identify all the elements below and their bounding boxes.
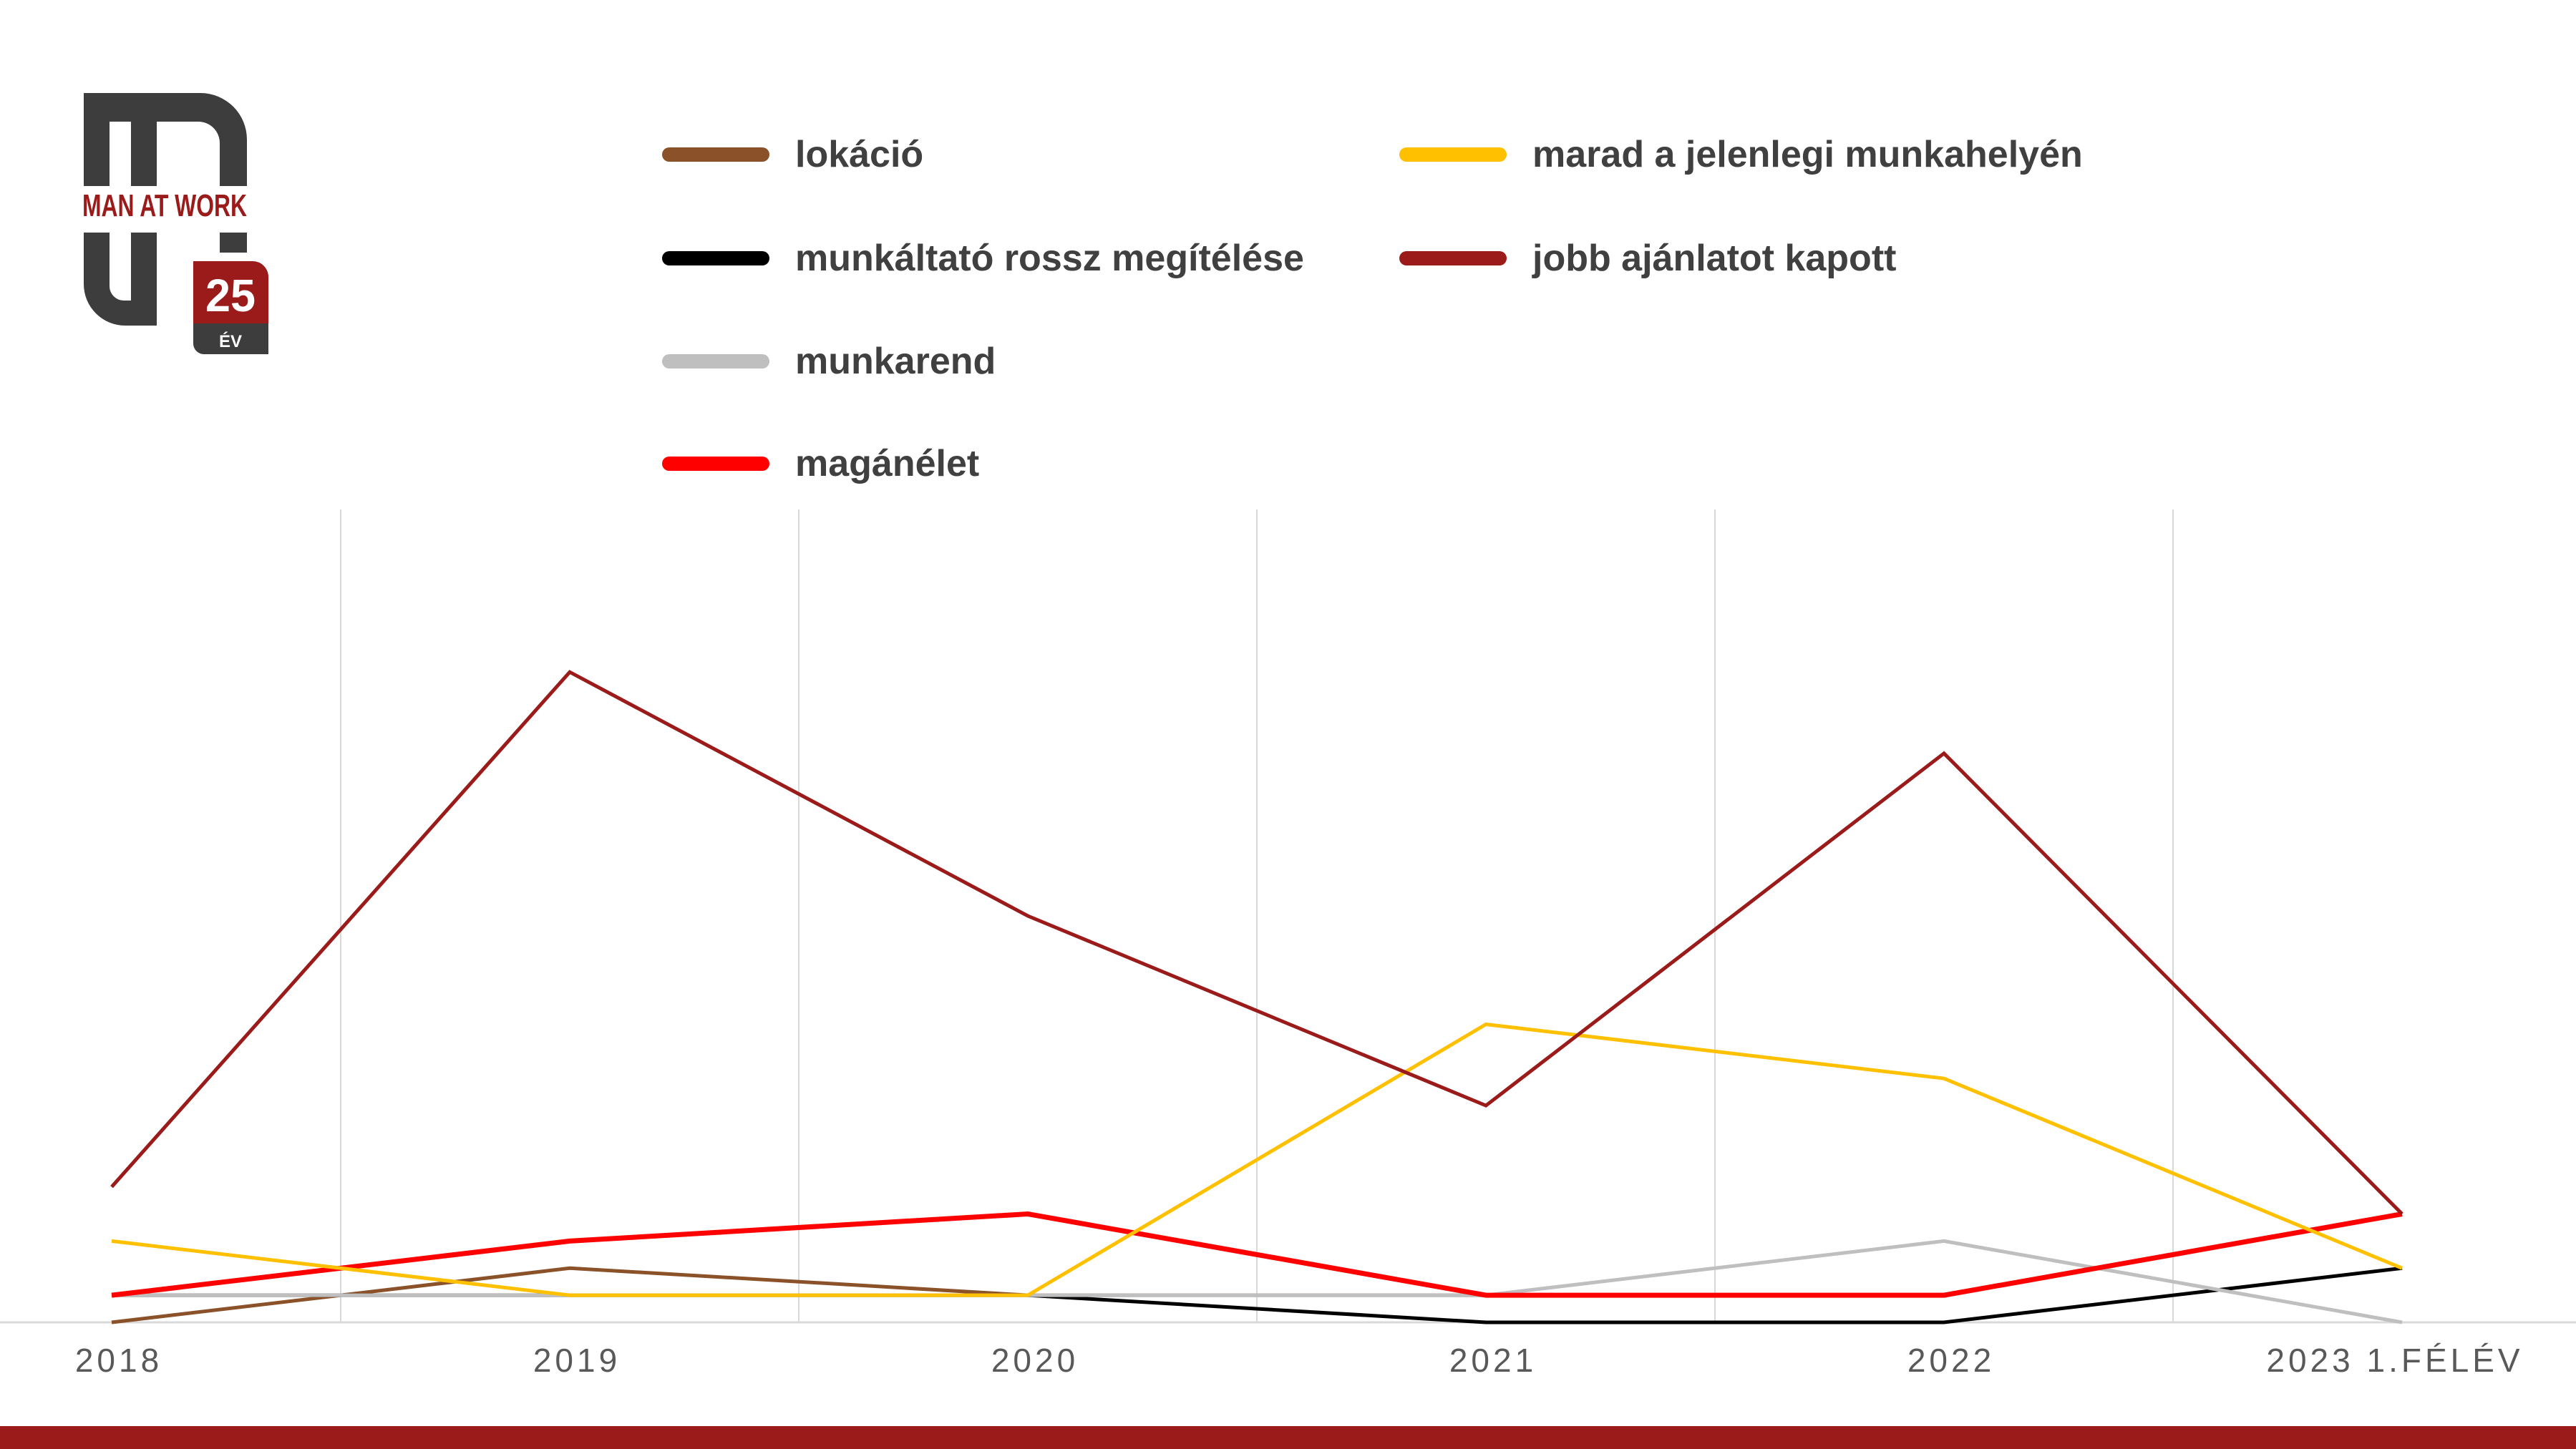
legend-label: munkáltató rossz megítélése	[795, 238, 1304, 279]
legend-label: marad a jelenlegi munkahelyén	[1532, 134, 2083, 175]
x-tick-label: 2023 1.FÉLÉV	[2266, 1342, 2523, 1379]
legend-swatch	[1399, 251, 1507, 265]
legend-swatch	[662, 457, 769, 471]
logo-badge-number: 25	[205, 270, 256, 321]
logo-text: MAN AT WORK	[82, 188, 247, 223]
legend-swatch	[662, 354, 769, 369]
legend-swatch	[662, 251, 769, 265]
logo-badge-unit: ÉV	[219, 331, 242, 351]
legend-item: munkarend	[662, 340, 996, 383]
x-tick-label: 2021	[1449, 1342, 1537, 1379]
legend-item: marad a jelenlegi munkahelyén	[1399, 133, 2083, 176]
series-line-3	[111, 1211, 2403, 1298]
series-line-5	[110, 670, 2404, 1216]
footer-bar	[0, 1426, 2576, 1449]
legend-item: magánélet	[662, 442, 979, 485]
legend-label: jobb ajánlatot kapott	[1532, 238, 1897, 279]
legend-swatch	[1399, 147, 1507, 162]
legend-label: munkarend	[795, 341, 996, 382]
legend-item: munkáltató rossz megítélése	[662, 237, 1304, 280]
legend-label: lokáció	[795, 134, 924, 175]
x-tick-label: 2020	[991, 1342, 1079, 1379]
x-tick-label: 2022	[1907, 1342, 1995, 1379]
x-tick-label: 2019	[533, 1342, 621, 1379]
legend-swatch	[662, 147, 769, 162]
man-at-work-logo: MAN AT WORK 25 ÉV	[82, 93, 268, 354]
legend-item: lokáció	[662, 133, 923, 176]
x-tick-label: 2018	[75, 1342, 162, 1379]
legend-item: jobb ajánlatot kapott	[1399, 237, 1896, 280]
legend-label: magánélet	[795, 443, 980, 484]
series-line-4	[111, 1022, 2403, 1297]
series-line-2	[112, 1239, 2403, 1324]
